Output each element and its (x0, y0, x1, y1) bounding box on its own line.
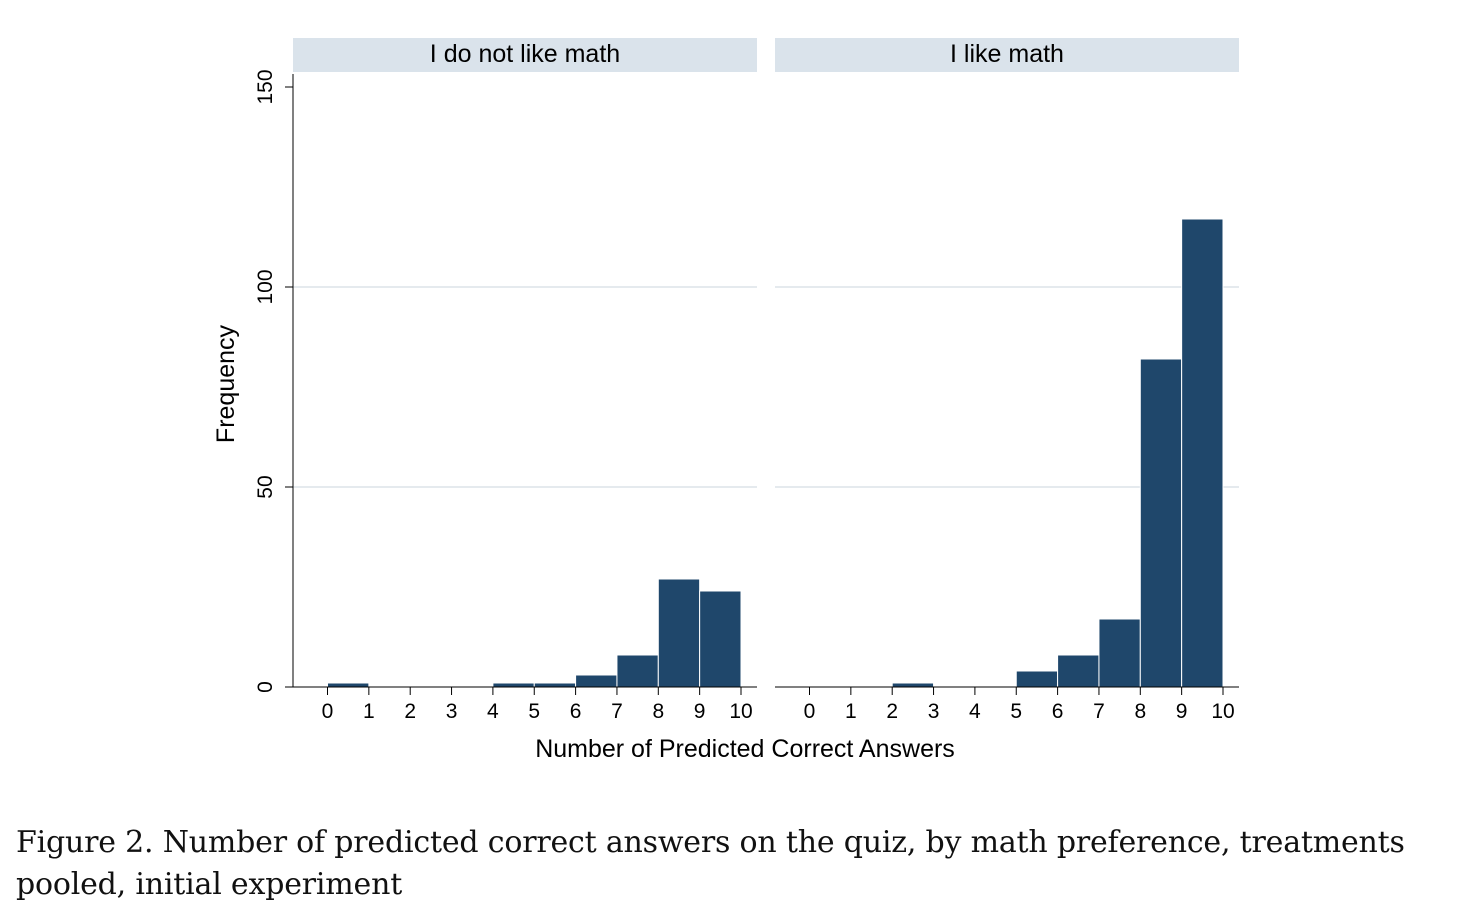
x-tick-label: 4 (487, 700, 499, 723)
x-tick-label: 9 (1176, 700, 1188, 723)
panel-strip (293, 38, 757, 72)
panel-title: I do not like math (430, 40, 620, 68)
panel-title: I like math (950, 40, 1064, 68)
x-tick-label: 7 (1093, 700, 1105, 723)
x-tick-label: 5 (1010, 700, 1022, 723)
bar-4-5 (492, 682, 535, 688)
y-axis-label: Frequency (212, 324, 240, 443)
figure-caption: Figure 2. Number of predicted correct an… (16, 825, 1405, 902)
x-tick-label: 1 (845, 700, 857, 723)
bar-7-8 (1098, 618, 1141, 688)
x-axis-label: Number of Predicted Correct Answers (535, 735, 955, 763)
bar-9-10 (1181, 218, 1224, 688)
bar-5-6 (533, 682, 577, 688)
x-tick-label: 4 (969, 700, 981, 723)
x-tick-label: 6 (570, 700, 582, 723)
bar-8-9 (1139, 358, 1183, 688)
x-tick-label: 0 (804, 700, 816, 723)
x-tick-label: 2 (404, 700, 416, 723)
bar-5-6 (1015, 670, 1059, 688)
bar-7-8 (616, 654, 659, 688)
x-tick-label: 5 (528, 700, 540, 723)
x-tick-label: 8 (652, 700, 664, 723)
panel-0: I do not like math 0 1 2 3 4 5 6 7 8 9 10 (293, 38, 757, 723)
bar-0-1 (327, 682, 370, 688)
y-tick-label: 150 (254, 69, 277, 104)
x-tick-label: 10 (1211, 700, 1234, 723)
x-tick-label: 9 (694, 700, 706, 723)
x-tick-label: 3 (446, 700, 458, 723)
x-tick-label: 6 (1052, 700, 1064, 723)
panel-strip (775, 38, 1239, 72)
bar-9-10 (699, 590, 742, 688)
x-tick-label: 8 (1134, 700, 1146, 723)
bar-6-7 (1057, 654, 1100, 688)
y-tick-label: 0 (254, 681, 277, 693)
bar-8-9 (657, 578, 701, 688)
x-tick-label: 2 (886, 700, 898, 723)
y-tick-label: 100 (254, 269, 277, 304)
x-tick-label: 10 (729, 700, 752, 723)
bar-2-3 (891, 682, 935, 688)
bar-6-7 (575, 674, 618, 688)
x-tick-label: 1 (363, 700, 375, 723)
x-tick-label: 3 (928, 700, 940, 723)
y-axis: 0 50 100 150 (254, 69, 294, 693)
panel-1: I like math 0 1 2 3 4 5 6 7 8 9 10 (775, 38, 1239, 723)
x-tick-label: 7 (611, 700, 623, 723)
y-tick-label: 50 (254, 475, 277, 498)
x-tick-label: 0 (322, 700, 334, 723)
